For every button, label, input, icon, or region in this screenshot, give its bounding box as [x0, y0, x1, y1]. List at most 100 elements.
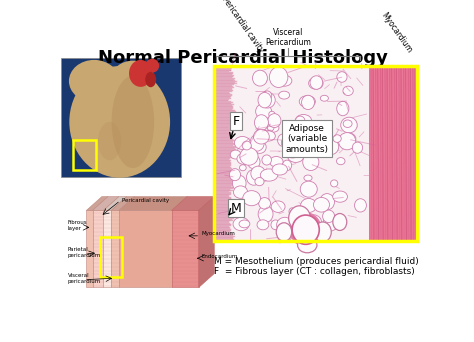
Ellipse shape: [282, 138, 291, 148]
Ellipse shape: [314, 222, 331, 242]
Ellipse shape: [276, 223, 292, 241]
Ellipse shape: [304, 175, 312, 181]
Ellipse shape: [230, 150, 241, 159]
Ellipse shape: [338, 133, 356, 150]
Ellipse shape: [250, 134, 264, 151]
Bar: [214, 66, 417, 241]
Ellipse shape: [307, 128, 325, 147]
Bar: [214, 66, 417, 241]
Ellipse shape: [69, 66, 170, 178]
Bar: [61, 58, 181, 177]
Ellipse shape: [232, 175, 246, 191]
Ellipse shape: [289, 208, 295, 215]
Ellipse shape: [341, 117, 357, 133]
Ellipse shape: [257, 220, 269, 230]
Ellipse shape: [269, 67, 288, 88]
Ellipse shape: [292, 215, 319, 244]
Ellipse shape: [240, 148, 258, 165]
Bar: [73, 140, 96, 170]
Ellipse shape: [111, 61, 154, 95]
Polygon shape: [119, 197, 187, 210]
Ellipse shape: [237, 153, 251, 165]
Bar: [100, 237, 122, 277]
Ellipse shape: [337, 72, 347, 82]
Ellipse shape: [352, 142, 363, 153]
Ellipse shape: [269, 111, 275, 117]
Ellipse shape: [269, 171, 276, 179]
Ellipse shape: [299, 96, 315, 107]
Ellipse shape: [234, 136, 250, 149]
Ellipse shape: [289, 206, 310, 231]
Ellipse shape: [288, 153, 297, 160]
Ellipse shape: [320, 95, 328, 101]
Ellipse shape: [254, 129, 269, 144]
Ellipse shape: [284, 146, 301, 158]
Ellipse shape: [344, 136, 352, 143]
Ellipse shape: [239, 220, 250, 228]
Ellipse shape: [323, 214, 338, 231]
Ellipse shape: [282, 229, 292, 240]
Ellipse shape: [333, 213, 347, 231]
Ellipse shape: [267, 123, 274, 131]
Ellipse shape: [233, 218, 249, 231]
Ellipse shape: [337, 158, 345, 165]
Ellipse shape: [234, 186, 247, 198]
Ellipse shape: [229, 169, 240, 181]
Text: Parietal
pericardium: Parietal pericardium: [68, 247, 101, 258]
Ellipse shape: [69, 60, 119, 102]
Ellipse shape: [258, 92, 272, 108]
Ellipse shape: [98, 122, 121, 160]
Ellipse shape: [260, 78, 267, 83]
Ellipse shape: [243, 190, 260, 206]
Ellipse shape: [355, 199, 366, 212]
Polygon shape: [172, 197, 214, 210]
Text: Visceral
Pericardium: Visceral Pericardium: [265, 28, 311, 47]
Ellipse shape: [254, 141, 266, 153]
Ellipse shape: [268, 124, 279, 132]
Ellipse shape: [343, 120, 352, 128]
Ellipse shape: [246, 149, 257, 160]
Ellipse shape: [271, 201, 285, 212]
Ellipse shape: [283, 160, 292, 171]
Ellipse shape: [287, 149, 304, 162]
Ellipse shape: [313, 197, 329, 212]
Ellipse shape: [259, 198, 271, 209]
Polygon shape: [119, 210, 172, 287]
Text: Myocardium: Myocardium: [379, 10, 413, 54]
Ellipse shape: [246, 170, 261, 185]
Ellipse shape: [145, 72, 156, 87]
Text: Adipose
(variable
amounts): Adipose (variable amounts): [286, 124, 329, 154]
Ellipse shape: [255, 115, 268, 130]
Ellipse shape: [323, 210, 335, 223]
Ellipse shape: [111, 76, 154, 168]
Ellipse shape: [129, 60, 152, 87]
Ellipse shape: [251, 166, 265, 181]
Ellipse shape: [319, 194, 335, 210]
Polygon shape: [103, 197, 127, 210]
Ellipse shape: [260, 92, 275, 108]
Ellipse shape: [341, 133, 356, 145]
Text: Fibrous
layer: Fibrous layer: [68, 221, 87, 231]
Ellipse shape: [309, 77, 323, 89]
Ellipse shape: [298, 237, 317, 253]
Ellipse shape: [262, 131, 275, 141]
Ellipse shape: [255, 104, 272, 119]
Ellipse shape: [330, 180, 338, 187]
Ellipse shape: [262, 91, 272, 101]
Ellipse shape: [301, 198, 317, 212]
Text: Visceral
pericardium: Visceral pericardium: [68, 273, 101, 284]
Text: M = Mesothelium (produces pericardial fluid): M = Mesothelium (produces pericardial fl…: [214, 256, 419, 266]
Ellipse shape: [301, 95, 315, 109]
Polygon shape: [111, 197, 135, 210]
Text: Pericardial cavity: Pericardial cavity: [122, 198, 169, 203]
Text: M: M: [230, 202, 241, 215]
Ellipse shape: [295, 115, 312, 127]
Ellipse shape: [247, 155, 260, 169]
Ellipse shape: [310, 76, 323, 89]
Ellipse shape: [277, 75, 292, 86]
Ellipse shape: [253, 70, 267, 86]
Text: Myocardium: Myocardium: [201, 231, 235, 236]
Text: F  = Fibrous layer (CT : collagen, fibroblasts): F = Fibrous layer (CT : collagen, fibrob…: [214, 267, 415, 276]
Ellipse shape: [343, 86, 353, 95]
Ellipse shape: [239, 165, 246, 171]
